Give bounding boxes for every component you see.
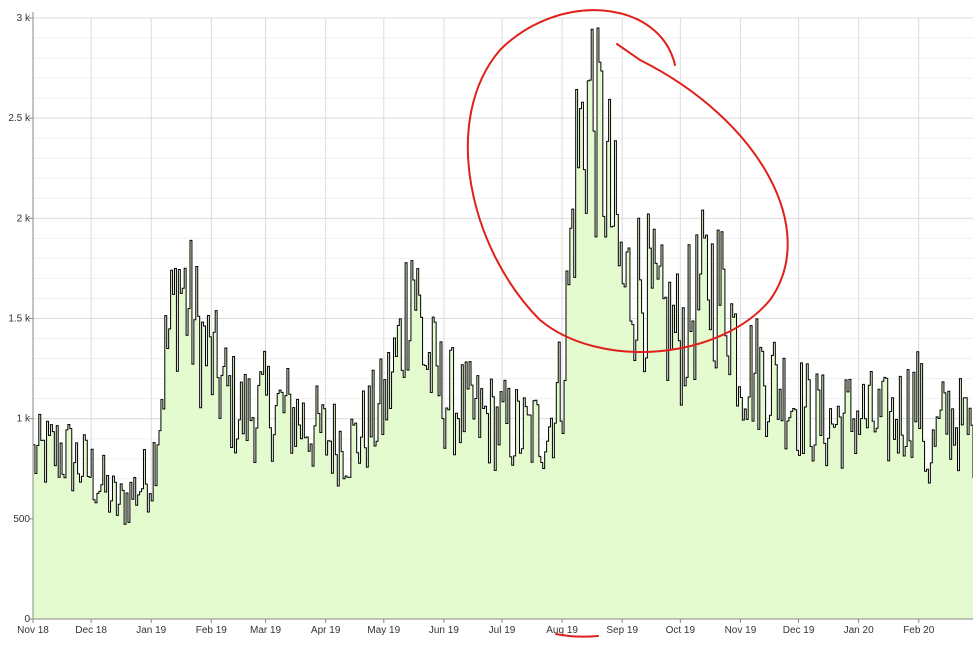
- x-tick-label: Jul 19: [489, 625, 516, 636]
- x-tick-label: Apr 19: [311, 625, 341, 636]
- series-area-fill: [33, 28, 973, 619]
- x-tick-label: Sep 19: [606, 625, 638, 636]
- y-tick-label: 2 k: [17, 213, 31, 224]
- x-tick-label: May 19: [367, 625, 400, 636]
- x-tick-label: Jan 20: [844, 625, 874, 636]
- x-tick-label: Mar 19: [250, 625, 282, 636]
- annotation-circle: [466, 9, 789, 353]
- x-tick-label: Feb 20: [903, 625, 935, 636]
- y-tick-label: 500: [13, 514, 30, 525]
- y-tick-labels: 0 500 1 k 1.5 k 2 k 2.5 k 3 k: [8, 13, 31, 625]
- x-tick-label: Nov 18: [17, 625, 49, 636]
- plot-area: [33, 27, 973, 619]
- axes: [29, 12, 973, 623]
- x-tick-label: Jun 19: [429, 625, 459, 636]
- x-tick-label: Oct 19: [666, 625, 696, 636]
- x-tick-label: Nov 19: [725, 625, 757, 636]
- y-tick-label: 3 k: [17, 13, 31, 24]
- x-tick-label: Dec 18: [75, 625, 107, 636]
- x-tick-label: Dec 19: [783, 625, 815, 636]
- x-tick-label: Aug 19: [546, 625, 578, 636]
- series-line: [33, 27, 973, 525]
- annotation: [466, 9, 789, 638]
- y-tick-label: 2.5 k: [8, 113, 31, 124]
- y-tick-label: 1.5 k: [8, 314, 31, 325]
- x-tick-label: Feb 19: [196, 625, 228, 636]
- y-tick-label: 0: [24, 614, 30, 625]
- x-tick-label: Jan 19: [136, 625, 166, 636]
- annotation-underline: [555, 633, 599, 638]
- x-tick-labels: Nov 18 Dec 18 Jan 19 Feb 19 Mar 19 Apr 19 May …: [17, 625, 935, 636]
- y-tick-label: 1 k: [17, 414, 31, 425]
